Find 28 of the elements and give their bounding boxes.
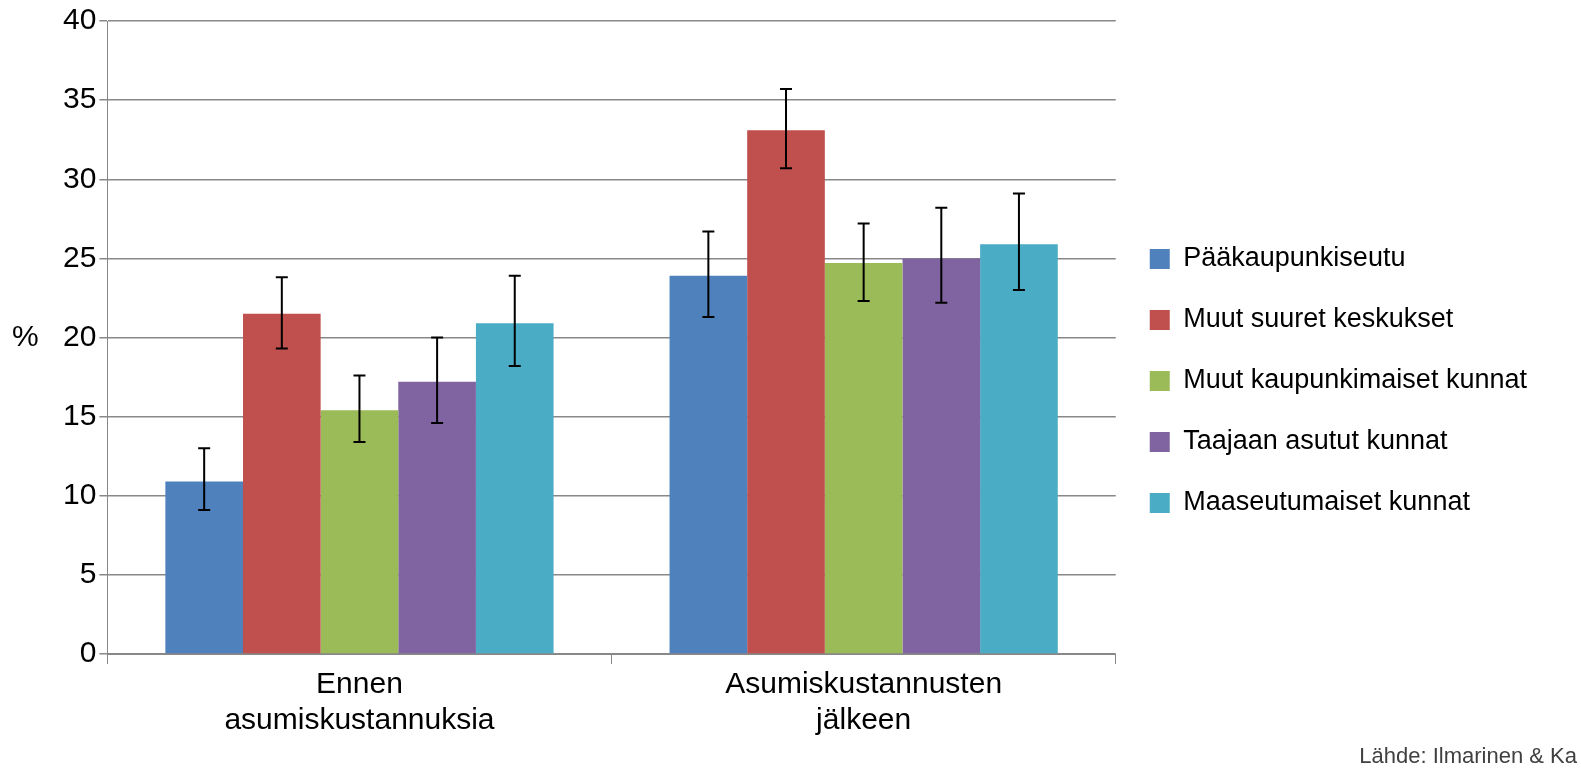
bar (165, 481, 243, 654)
y-tick-label: 20 (62, 318, 97, 352)
y-tick-label: 40 (62, 2, 97, 36)
legend-label: Maaseutumaiset kunnat (1183, 486, 1471, 517)
legend-label: Pääkaupunkiseutu (1183, 242, 1406, 273)
bar (669, 275, 748, 654)
x-tick-label: Asumiskustannusten jälkeen (725, 666, 1003, 736)
legend-label: Muut kaupunkimaiset kunnat (1183, 364, 1528, 395)
legend-label: Taajaan asutut kunnat (1183, 425, 1448, 456)
y-tick-label: 25 (62, 239, 97, 273)
bar (243, 313, 321, 654)
bar (320, 410, 399, 654)
bar (747, 130, 825, 654)
bar (980, 244, 1058, 654)
bar (398, 381, 476, 654)
y-tick-label: 15 (62, 397, 97, 431)
legend-label: Muut suuret keskukset (1183, 303, 1454, 334)
y-tick-label: 30 (62, 160, 97, 194)
x-tick-label: Ennen asumiskustannuksia (224, 666, 495, 736)
y-tick-label: 5 (79, 556, 97, 590)
bar (902, 258, 981, 654)
y-tick-label: 35 (62, 81, 97, 115)
y-tick-label: 10 (62, 477, 97, 511)
bar (475, 323, 554, 654)
text: Lähde: Ilmarinen & Ka (1359, 743, 1578, 769)
y-tick-label: 0 (79, 635, 97, 669)
y-axis-title: % (12, 318, 39, 352)
bar (824, 263, 903, 654)
